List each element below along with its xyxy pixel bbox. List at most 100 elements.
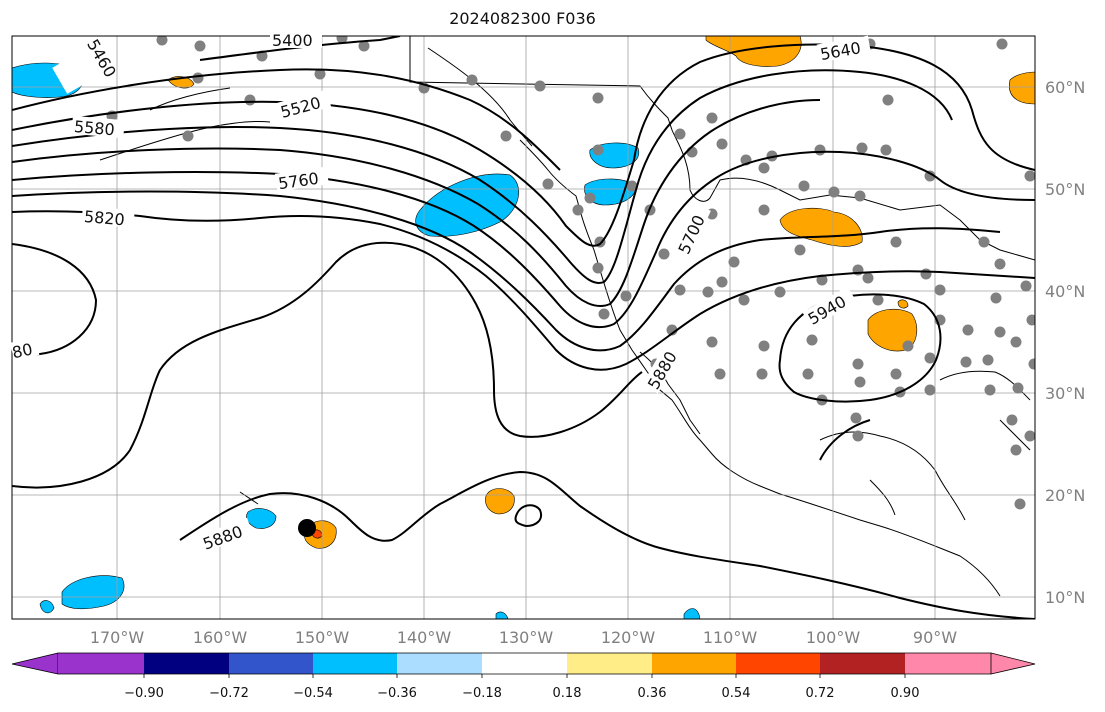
shade-orange-1 (705, 36, 802, 67)
station-dot (854, 376, 866, 388)
station-dot (982, 354, 994, 366)
station-dot (766, 150, 778, 162)
lat-label-30n: 30°N (1045, 384, 1085, 403)
contour-label-5760: 5760 (277, 169, 320, 193)
station-dot (920, 268, 932, 280)
station-dot (862, 272, 874, 284)
station-dot (852, 430, 864, 442)
station-dot (996, 38, 1008, 50)
lat-label-50n: 50°N (1045, 180, 1085, 199)
station-dot (828, 186, 840, 198)
contour-label-edge: 80 (10, 339, 34, 362)
station-dot (934, 284, 946, 296)
station-dot (758, 162, 770, 174)
station-dot (1010, 444, 1022, 456)
lon-label-110w: 110°W (703, 628, 758, 647)
lon-label-100w: 100°W (806, 628, 861, 647)
station-dot (1020, 280, 1032, 292)
station-dot (798, 180, 810, 192)
lon-label-170w: 170°W (90, 628, 145, 647)
colorbar-tick-3: −0.54 (293, 686, 333, 701)
colorbar-segment-1 (58, 653, 144, 674)
station-dot (572, 204, 584, 216)
shade-orange-3 (1009, 71, 1035, 105)
station-dot (674, 284, 686, 296)
shade-blue-8 (495, 611, 509, 619)
station-dot (192, 72, 204, 84)
station-dot (244, 94, 256, 106)
station-dot (182, 130, 194, 142)
station-dot (990, 292, 1002, 304)
station-dot (584, 192, 596, 204)
longitude-labels: 170°W 160°W 150°W 140°W 130°W 120°W 110°… (90, 628, 957, 647)
station-dot (674, 128, 686, 140)
station-dot (806, 334, 818, 346)
map-area (12, 36, 1035, 619)
station-dot (984, 384, 996, 396)
contour-5880-b (12, 241, 643, 489)
station-dot (890, 236, 902, 248)
contour-label-5820: 5820 (83, 207, 125, 229)
station-dot (890, 368, 902, 380)
contour-label-5580: 5580 (73, 117, 115, 139)
contour-5880-c (179, 470, 1035, 619)
colorbar-tick-5: −0.18 (462, 686, 502, 701)
station-dot (854, 190, 866, 202)
station-dot (358, 40, 370, 52)
contour-label-5880-east: 5880 (644, 348, 681, 393)
shade-blue-7 (39, 600, 55, 614)
map-frame (11, 35, 1036, 620)
shade-orange-5 (867, 308, 918, 352)
colorbar: −0.90 −0.72 −0.54 −0.36 −0.18 0.18 0.36 … (11, 652, 1036, 701)
station-dot (592, 262, 604, 274)
map-title: 2024082300 F036 (449, 9, 596, 28)
station-dot (716, 138, 728, 150)
lon-label-160w: 160°W (193, 628, 248, 647)
station-dot (714, 368, 726, 380)
station-dot (542, 178, 554, 190)
station-dot (850, 412, 862, 424)
station-dot (686, 146, 698, 158)
lon-label-150w: 150°W (295, 628, 350, 647)
station-dot (758, 340, 770, 352)
lat-label-40n: 40°N (1045, 282, 1085, 301)
colorbar-segment-8 (652, 653, 736, 674)
station-dot (1024, 430, 1035, 442)
colorbar-tick-2: −0.72 (209, 686, 249, 701)
station-dot (1006, 414, 1018, 426)
lon-label-140w: 140°W (397, 628, 452, 647)
station-dot (960, 356, 972, 368)
station-dot (592, 144, 604, 156)
station-dot (194, 40, 206, 52)
colorbar-segment-10 (820, 653, 905, 674)
station-dot (962, 324, 974, 336)
station-dot (534, 80, 546, 92)
shade-blue-6 (61, 575, 125, 610)
station-dot (924, 384, 936, 396)
station-dot (1024, 170, 1035, 182)
contour-5760 (12, 190, 1001, 352)
station-dot (872, 294, 884, 306)
colorbar-tick-6: 0.18 (553, 686, 582, 701)
contour-5460 (12, 68, 561, 171)
contour-label-5940: 5940 (805, 292, 850, 329)
contour-5880-d (514, 504, 542, 528)
station-dot (466, 74, 478, 86)
contour-labels: 5400 5460 5520 5580 5640 5700 5760 5820 … (10, 30, 871, 554)
station-dot (1014, 498, 1026, 510)
colorbar-segment-6 (482, 653, 567, 674)
colorbar-tick-1: −0.90 (124, 686, 164, 701)
height-contours (12, 36, 1035, 619)
colorbar-segment-11 (905, 653, 991, 674)
shade-orange-4 (779, 207, 863, 247)
colorbar-segment-4 (313, 653, 397, 674)
station-dot (156, 36, 168, 46)
colorbar-tick-9: 0.72 (806, 686, 835, 701)
station-dot (758, 204, 770, 216)
contour-label-5880-west: 5880 (200, 522, 245, 554)
station-dot (716, 276, 728, 288)
station-dot (706, 336, 718, 348)
station-dot (1010, 336, 1022, 348)
station-dot (1026, 314, 1035, 326)
